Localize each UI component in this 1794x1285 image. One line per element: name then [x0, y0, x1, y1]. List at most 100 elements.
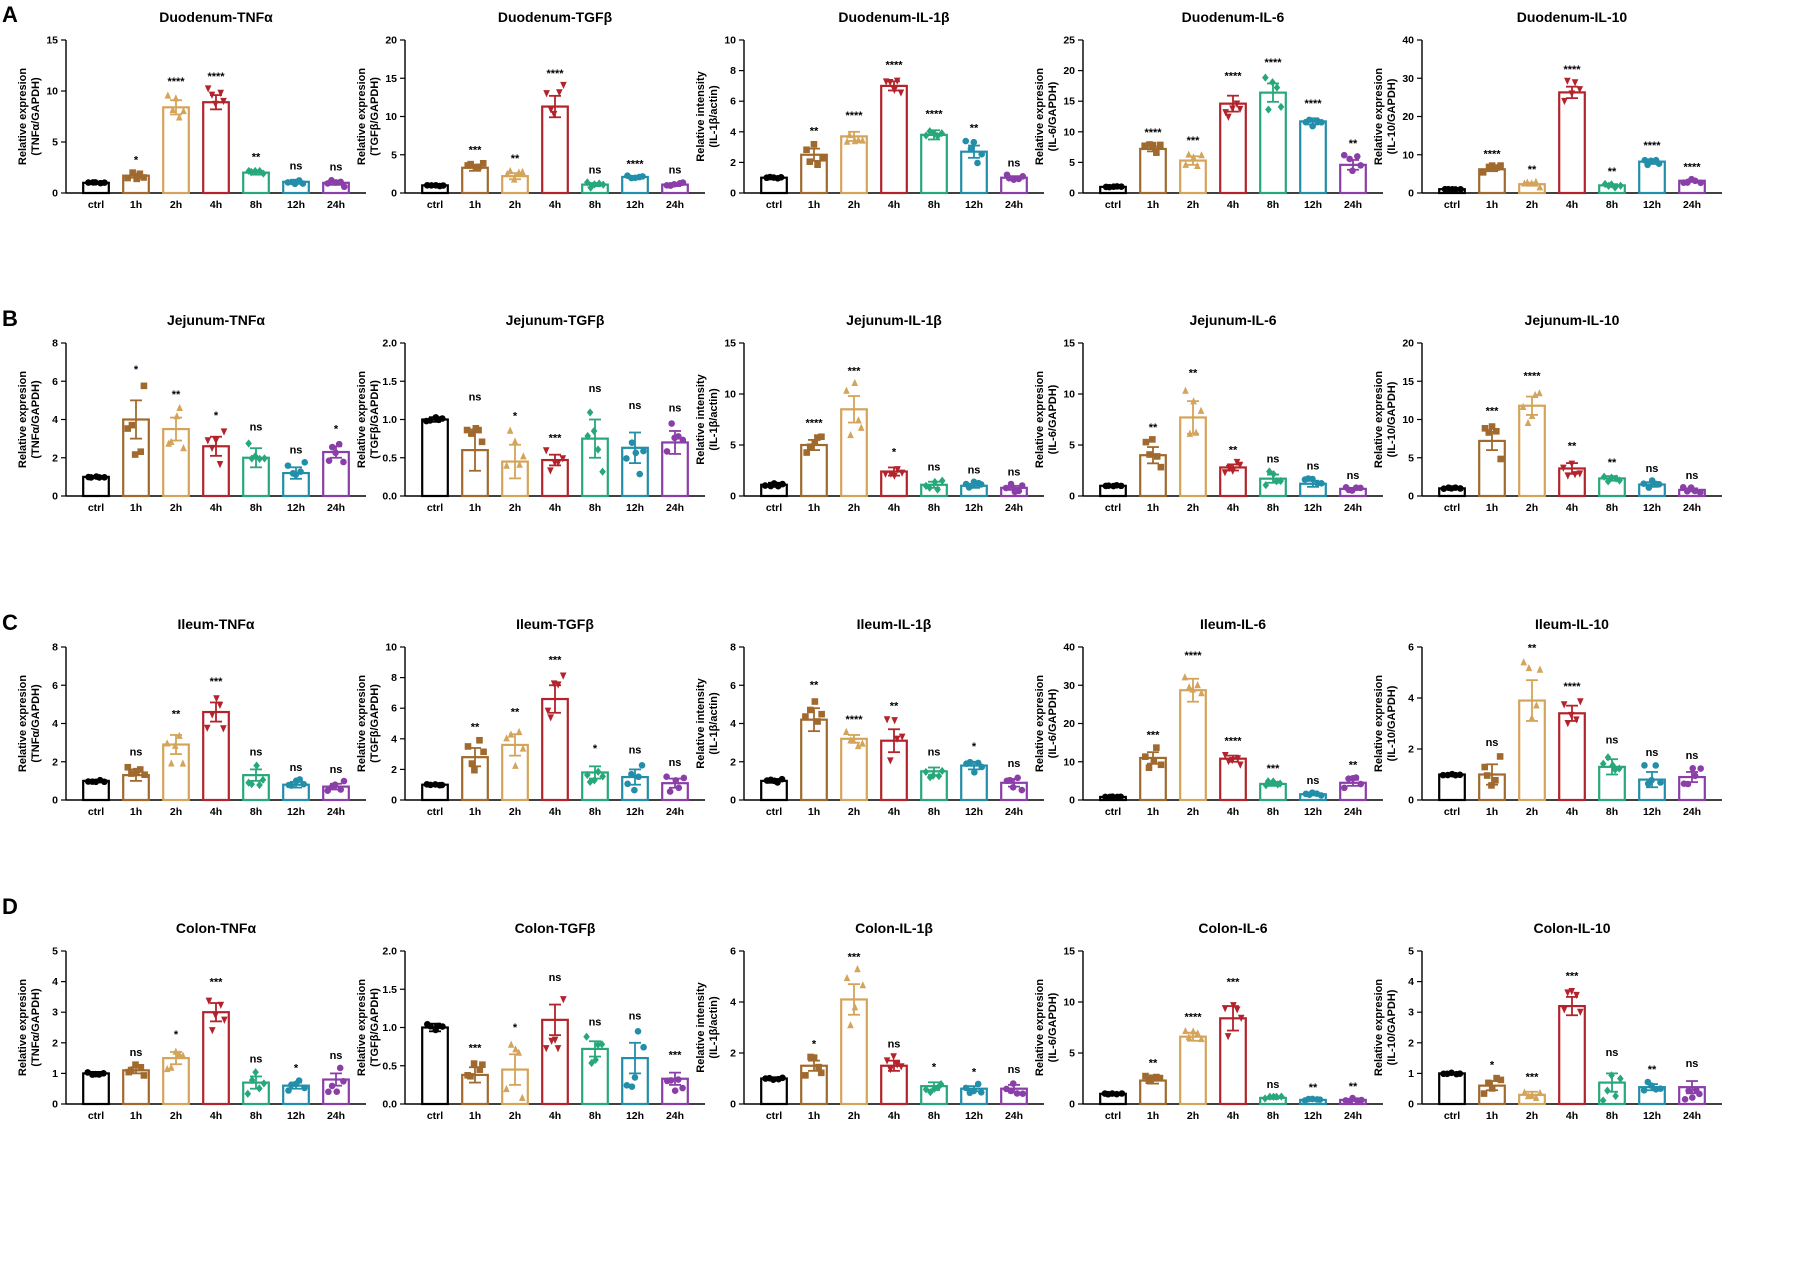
- data-point-2h: [180, 106, 187, 115]
- y-tick-label: 0: [1408, 795, 1414, 807]
- data-point-24h: [1691, 177, 1699, 185]
- data-point-2h: [1536, 1088, 1544, 1097]
- data-point-12h: [300, 780, 307, 788]
- data-point-4h: [883, 716, 891, 724]
- data-point-8h: [1264, 777, 1272, 786]
- data-point-1h: [815, 1063, 822, 1071]
- data-point-4h: [547, 714, 554, 722]
- y-tick-label: 2: [52, 452, 58, 464]
- data-point-1h: [475, 163, 482, 171]
- significance-label: ns: [250, 1053, 263, 1065]
- chart-title: Jejunum-TGFβ: [506, 312, 605, 328]
- data-point-12h: [631, 786, 638, 794]
- y-tick-label: 10: [385, 642, 397, 654]
- data-point-2h: [847, 430, 854, 439]
- data-point-2h: [1198, 689, 1205, 697]
- x-tick-label: 1h: [469, 806, 481, 818]
- significance-label: ns: [1686, 1058, 1699, 1070]
- data-point-1h: [1145, 764, 1153, 771]
- data-point-4h: [547, 106, 555, 114]
- x-tick-label: 12h: [1304, 1110, 1322, 1122]
- x-tick-label: 4h: [210, 502, 222, 514]
- y-tick-label: 2: [1408, 1037, 1414, 1049]
- bar-1h: [1139, 147, 1167, 195]
- y-tick-label: 0: [52, 1099, 58, 1111]
- y-tick-label: 5: [391, 149, 397, 161]
- data-point-24h: [663, 448, 671, 455]
- data-point-8h: [926, 127, 934, 136]
- data-point-1h: [1142, 438, 1150, 446]
- significance-label: **: [252, 151, 261, 163]
- data-point-4h: [882, 470, 889, 478]
- significance-label: ***: [549, 654, 563, 666]
- y-axis-label: Relative expresion(TGFβ/GAPDH): [356, 371, 381, 468]
- x-tick-label: 8h: [928, 1110, 940, 1122]
- data-point-1h: [1481, 425, 1489, 432]
- data-point-4h: [1564, 77, 1571, 85]
- data-point-2h: [167, 1063, 175, 1071]
- data-point-ctrl: [439, 182, 447, 189]
- y-axis-label: Relative expresion(IL-10/GAPDH): [1373, 68, 1398, 165]
- x-tick-label: 12h: [626, 199, 644, 211]
- data-point-8h: [1276, 779, 1284, 788]
- data-point-1h: [1141, 142, 1148, 150]
- data-point-12h: [285, 1087, 292, 1094]
- y-tick-label: 1.5: [382, 984, 397, 996]
- data-point-ctrl: [92, 179, 99, 186]
- data-point-12h: [628, 1083, 636, 1090]
- x-tick-label: 24h: [1344, 502, 1362, 514]
- data-point-2h: [1524, 178, 1531, 186]
- data-point-4h: [543, 90, 550, 98]
- x-tick-label: ctrl: [88, 1110, 104, 1122]
- x-tick-label: 4h: [1566, 806, 1578, 818]
- data-point-4h: [1228, 757, 1236, 765]
- y-tick-label: 6: [1408, 642, 1414, 654]
- data-point-ctrl: [1457, 485, 1464, 492]
- bar-2h: [1179, 1035, 1207, 1106]
- y-tick-label: 4: [730, 126, 736, 138]
- data-point-2h: [857, 423, 865, 431]
- data-point-2h: [507, 730, 515, 738]
- significance-label: ns: [250, 422, 263, 434]
- data-point-24h: [675, 784, 683, 792]
- chart-title: Duodenum-IL-10: [1517, 9, 1628, 25]
- x-tick-label: 8h: [1267, 806, 1279, 818]
- x-tick-label: 12h: [965, 502, 983, 514]
- data-point-8h: [592, 1055, 599, 1064]
- x-tick-label: 24h: [1683, 806, 1701, 818]
- chart-2: Duodenum-TGFβ 0 5 10 15 20 Relative expresion(…: [356, 9, 705, 211]
- y-axis-label-line: (IL-10/GAPDH): [1386, 989, 1398, 1065]
- data-point-4h: [1230, 1002, 1237, 1010]
- data-point-2h: [855, 416, 862, 424]
- x-tick-label: 12h: [1643, 502, 1661, 514]
- y-tick-label: 6: [52, 680, 58, 692]
- x-tick-label: 24h: [666, 199, 684, 211]
- significance-label: *: [892, 446, 897, 458]
- bar-4h: [202, 101, 230, 195]
- data-point-2h: [168, 759, 175, 767]
- data-point-1h: [819, 155, 826, 162]
- data-point-12h: [638, 762, 646, 769]
- significance-label: ns: [290, 161, 303, 173]
- data-point-8h: [253, 761, 260, 770]
- data-point-8h: [1608, 473, 1615, 482]
- data-point-4h: [544, 707, 552, 715]
- data-point-4h: [208, 711, 216, 719]
- x-tick-label: 8h: [928, 502, 940, 514]
- data-point-12h: [1648, 1082, 1655, 1090]
- significance-label: ns: [130, 747, 143, 759]
- data-point-1h: [1480, 1090, 1488, 1097]
- data-point-ctrl: [1439, 771, 1447, 779]
- data-point-1h: [1483, 772, 1491, 779]
- data-point-2h: [511, 437, 519, 445]
- y-axis-label: Relative expresion(TNFα/GAPDH): [17, 675, 42, 772]
- data-point-ctrl: [438, 781, 446, 789]
- bar-ctrl: [421, 1026, 449, 1106]
- data-point-8h: [935, 771, 943, 781]
- x-tick-label: 2h: [1187, 1110, 1199, 1122]
- data-point-4h: [213, 695, 220, 703]
- y-tick-label: 0: [52, 491, 58, 503]
- y-tick-label: 15: [385, 73, 397, 85]
- data-point-1h: [814, 718, 821, 725]
- significance-label: **: [511, 153, 520, 165]
